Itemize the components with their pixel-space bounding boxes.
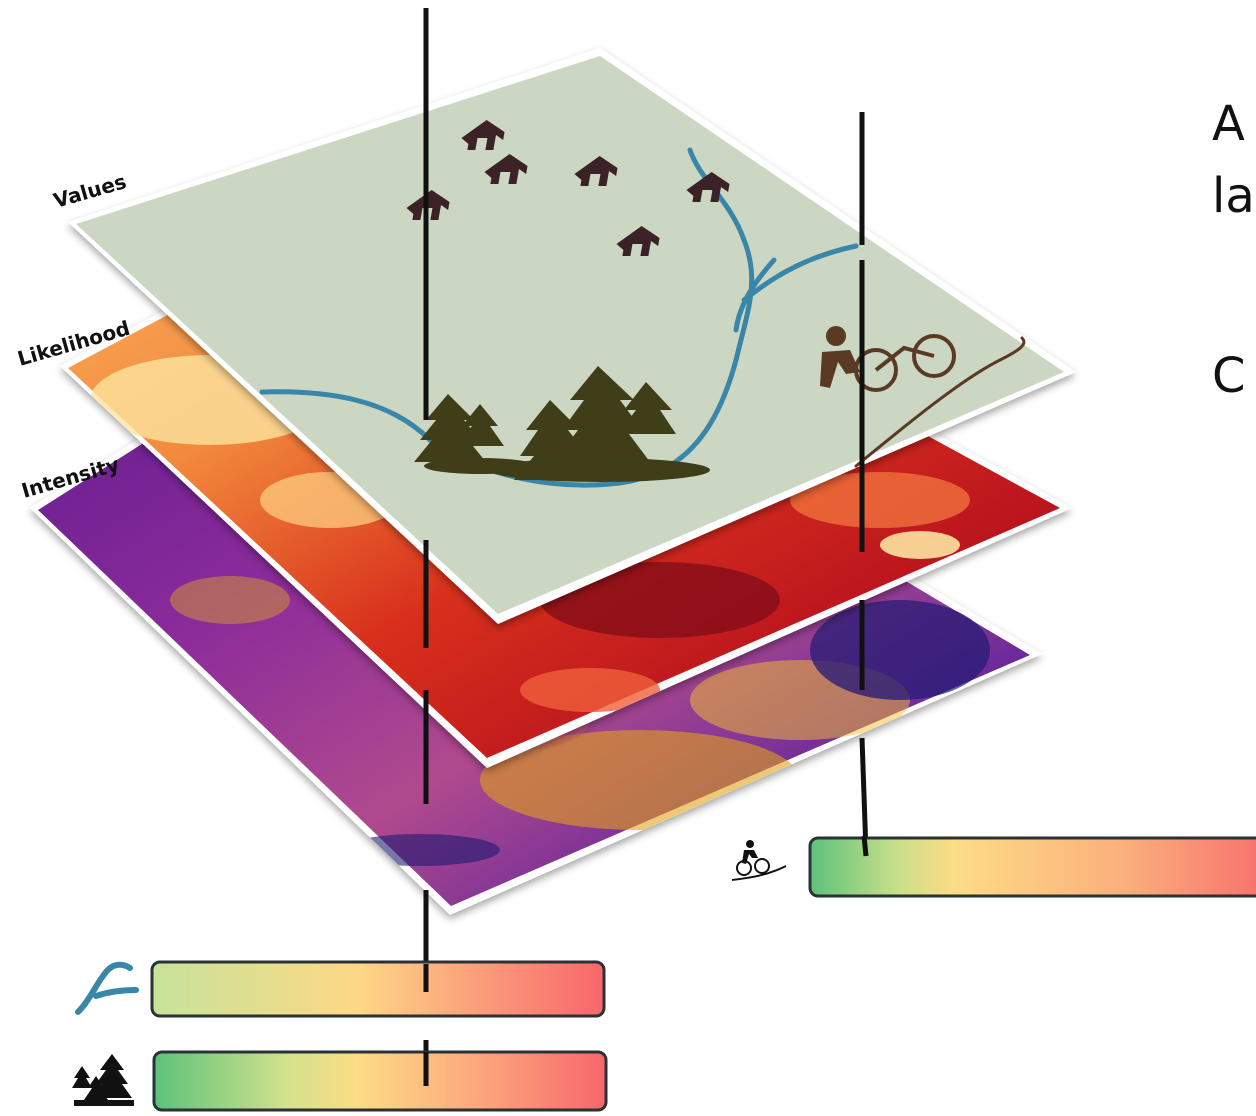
mountain-bike-icon <box>731 840 787 881</box>
side-text-line-1: A <box>1212 96 1245 152</box>
side-text-line-3: C <box>1212 348 1246 404</box>
river-value-bar <box>75 960 606 1018</box>
forest-value-bar <box>72 1050 608 1112</box>
river-icon <box>75 961 139 1015</box>
forest-icon <box>72 1054 134 1106</box>
trail-path <box>854 336 1026 468</box>
mountain-bike-icon <box>820 326 956 392</box>
side-text-line-2: la <box>1212 168 1255 224</box>
probe-line-right <box>859 112 869 853</box>
bike-value-bar <box>731 836 1256 898</box>
house-icon <box>406 120 730 256</box>
forest-icon <box>414 366 710 482</box>
side-text: A la C <box>1212 96 1255 404</box>
